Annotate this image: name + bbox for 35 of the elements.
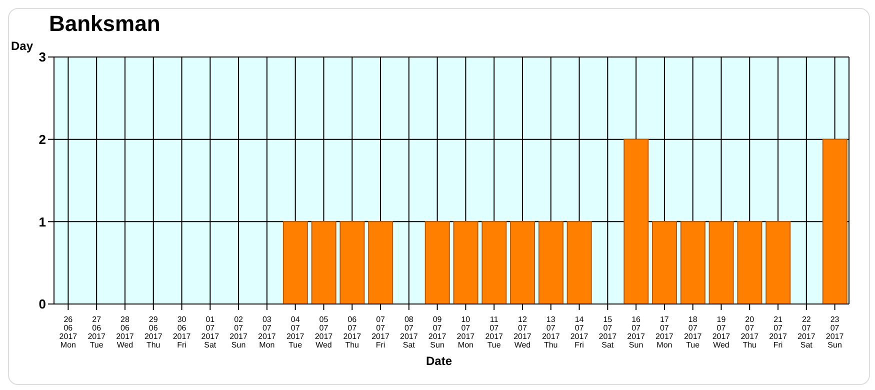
x-tick-label: 04 07 2017 Tue — [286, 315, 305, 350]
x-tick-label: 12 07 2017 Wed — [514, 315, 532, 350]
x-tick-label: 17 07 2017 Mon — [656, 315, 674, 350]
chart-title: Banksman — [49, 11, 160, 37]
x-tick-label: 23 07 2017 Sun — [826, 315, 844, 350]
x-tick-label: 09 07 2017 Sun — [428, 315, 447, 350]
y-tick-label: 3 — [38, 50, 46, 65]
x-tick-label: 28 06 2017 Wed — [116, 315, 134, 350]
x-tick-label: 18 07 2017 Tue — [684, 315, 702, 350]
x-tick-label: 11 07 2017 Tue — [485, 315, 504, 350]
x-tick-label: 20 07 2017 Thu — [740, 315, 760, 350]
x-tick-label: 02 07 2017 Sun — [230, 315, 248, 350]
x-tick-label: 16 07 2017 Sun — [627, 315, 646, 350]
x-tick-label: 13 07 2017 Thu — [542, 315, 560, 350]
y-axis-title: Day — [11, 39, 34, 53]
x-tick-label: 21 07 2017 Fri — [769, 315, 788, 350]
x-tick-label: 06 07 2017 Thu — [343, 315, 362, 350]
x-tick-label: 10 07 2017 Mon — [456, 315, 476, 350]
y-tick-label: 2 — [38, 132, 46, 147]
x-tick-label: 05 07 2017 Wed — [314, 315, 334, 350]
x-axis-title: Date — [424, 354, 453, 368]
x-tick-label: 22 07 2017 Sat — [798, 315, 816, 350]
x-tick-label: 07 07 2017 Fri — [372, 315, 390, 350]
y-tick-label: 0 — [38, 296, 46, 312]
x-tick-label: 19 07 2017 Wed — [712, 315, 731, 350]
x-tick-label: 30 06 2017 Fri — [172, 315, 192, 350]
x-tick-label: 01 07 2017 Sat — [201, 315, 220, 350]
x-tick-label: 03 07 2017 Mon — [258, 315, 276, 350]
x-tick-label: 08 07 2017 Sat — [400, 315, 418, 350]
x-tick-label: 14 07 2017 Fri — [570, 315, 589, 350]
x-tick-label: 27 06 2017 Tue — [88, 315, 106, 350]
y-tick-label: 1 — [38, 214, 46, 230]
x-tick-label: 15 07 2017 Sat — [598, 315, 618, 350]
x-tick-label: 26 06 2017 Mon — [59, 315, 78, 350]
x-tick-label: 29 06 2017 Thu — [144, 315, 163, 350]
